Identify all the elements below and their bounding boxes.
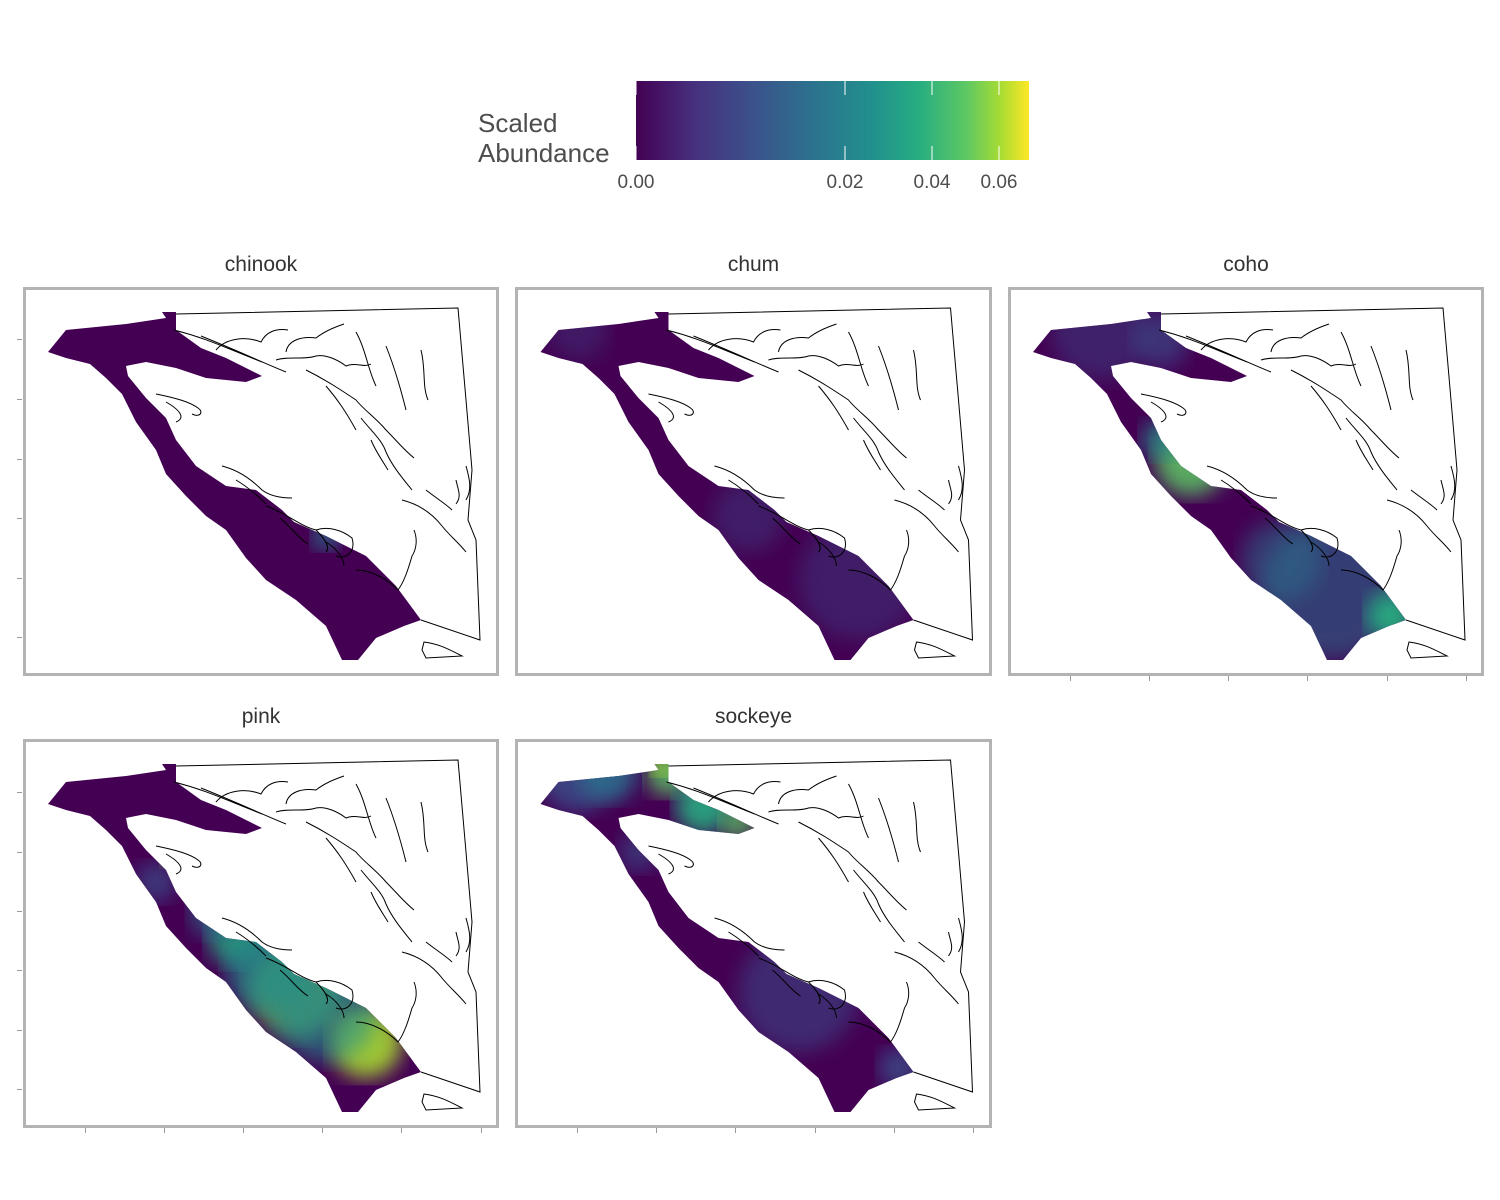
map-panel — [23, 739, 499, 1128]
colorbar — [636, 81, 1029, 160]
hotspot — [276, 962, 376, 1062]
hotspot — [1051, 312, 1151, 380]
hotspot — [646, 764, 691, 796]
legend-title-line1: Scaled — [478, 108, 558, 138]
facet-title: sockeye — [714, 705, 793, 728]
hotspot — [618, 832, 659, 872]
map-svg — [48, 759, 481, 1112]
facet-chum: chum — [515, 250, 992, 676]
legend-title: Scaled Abundance — [478, 108, 610, 168]
hotspot — [312, 522, 340, 550]
coastline — [648, 307, 974, 659]
hotspot — [1241, 520, 1321, 600]
hotspot — [190, 886, 242, 938]
facet-pink: pink — [23, 702, 499, 1128]
color-legend: Scaled Abundance 0.00 0.02 0.04 — [0, 0, 1500, 210]
hotspot — [798, 520, 914, 640]
map-svg — [1033, 307, 1466, 660]
facet-title: chinook — [224, 253, 298, 276]
legend-title-line2: Abundance — [478, 138, 610, 168]
facet-sockeye: sockeye — [515, 702, 992, 1128]
map-svg — [48, 307, 481, 660]
abundance-hotspots — [312, 522, 340, 550]
hotspot — [1367, 592, 1406, 640]
hotspot — [1141, 420, 1181, 460]
map-panel — [23, 287, 499, 676]
hotspot — [548, 312, 609, 360]
hotspot — [136, 862, 176, 902]
hotspot — [712, 480, 785, 552]
hotspot — [650, 764, 671, 776]
map-panel — [515, 739, 992, 1128]
abundance-surface — [48, 312, 421, 660]
facet-title: coho — [1223, 253, 1269, 276]
hotspot — [1133, 312, 1189, 368]
facet-chinook: chinook — [23, 250, 499, 676]
hotspot — [738, 932, 859, 1052]
facet-title: chum — [727, 253, 780, 276]
facet-coho: coho — [1008, 250, 1484, 676]
legend-tick-0: 0.00 — [617, 172, 655, 193]
legend-tick-3: 0.06 — [980, 172, 1018, 193]
hotspot — [578, 764, 639, 802]
abundance-hotspots — [136, 838, 402, 1078]
coastline — [648, 759, 974, 1111]
map-panel — [1008, 287, 1484, 676]
hotspot — [1155, 424, 1227, 496]
legend-tick-1: 0.02 — [826, 172, 864, 193]
map-svg — [540, 759, 974, 1112]
map-panel — [515, 287, 992, 676]
abundance-hotspots — [1051, 312, 1406, 660]
hotspot — [162, 838, 190, 866]
coastline — [155, 307, 481, 659]
coastline — [1140, 307, 1466, 659]
coastline — [155, 759, 481, 1111]
facet-title: pink — [241, 705, 281, 728]
hotspot — [878, 1048, 914, 1088]
map-svg — [540, 307, 974, 660]
hotspot — [720, 804, 757, 840]
legend-tick-2: 0.04 — [913, 172, 951, 193]
